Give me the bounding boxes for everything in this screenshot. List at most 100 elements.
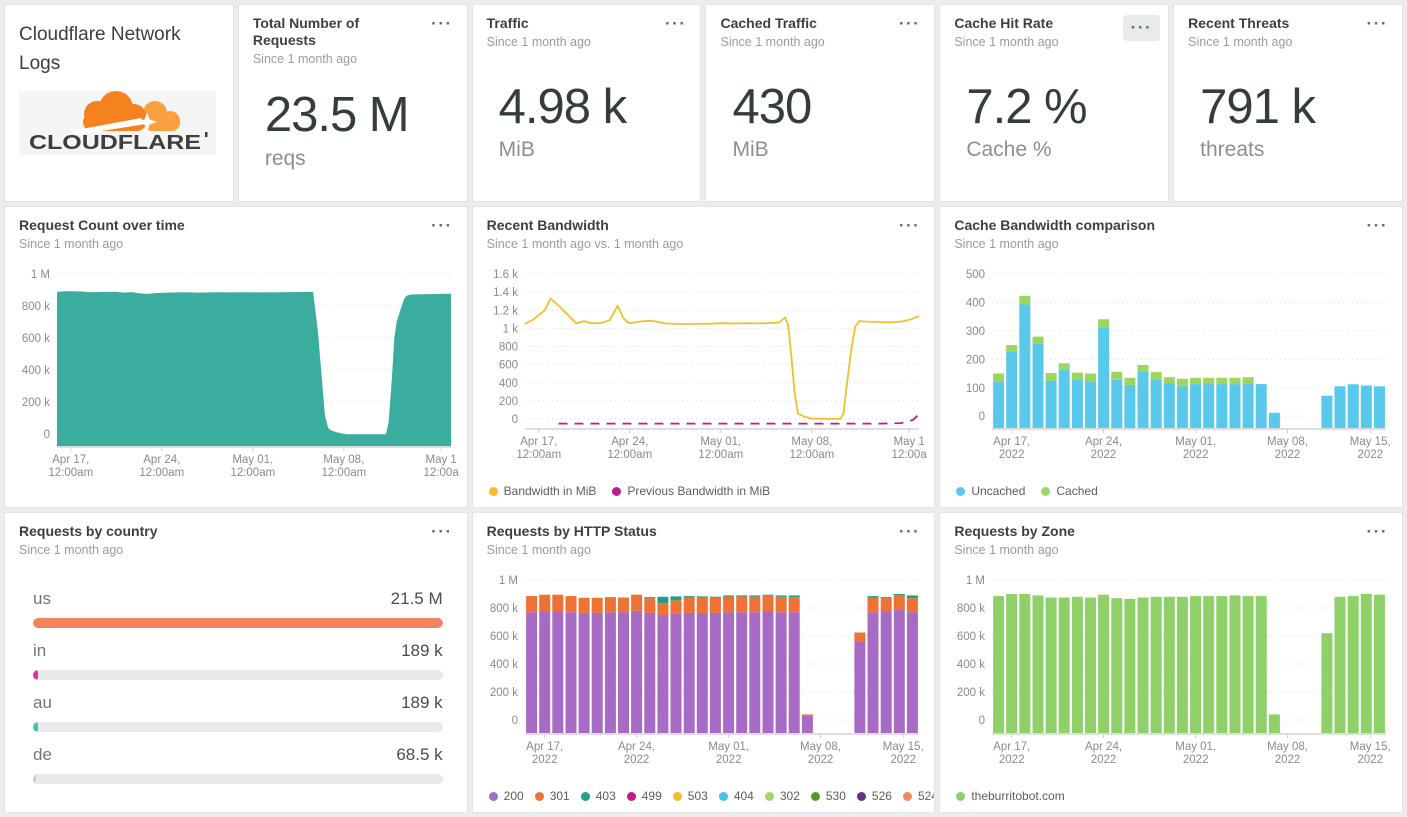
gauge-fill [33, 618, 443, 628]
svg-text:600: 600 [498, 360, 517, 372]
panel-title: Request Count over time [19, 217, 185, 233]
legend-item-Cached[interactable]: Cached [1041, 484, 1098, 498]
cache-bandwidth-chart: 500 400 300 200 100 0 Apr 17, 2022 Apr 24, 2022 Ma… [948, 264, 1394, 463]
legend-item-499[interactable]: 499 [626, 789, 662, 803]
country-code: de [33, 745, 52, 764]
legend-item-200[interactable]: 200 [488, 789, 524, 803]
panel-title: Requests by country [19, 523, 158, 539]
panel-subtitle: Since 1 month ago [954, 542, 1059, 557]
panel-menu-icon[interactable]: ··· [893, 523, 926, 541]
svg-text:600 k: 600 k [957, 631, 985, 643]
legend-label: theburritobot.com [971, 789, 1065, 803]
panel-cache-bandwidth: Cache Bandwidth comparison Since 1 month… [939, 206, 1403, 508]
panel-subtitle: Since 1 month ago [19, 236, 124, 251]
legend-label: 530 [825, 789, 846, 803]
svg-text:Apr 24,2022: Apr 24, 2022 [618, 741, 655, 766]
svg-text:600 k: 600 k [490, 631, 518, 643]
panel-requests-by-http-status: Requests by HTTP Status Since 1 month ag… [471, 512, 936, 813]
panel-menu-icon[interactable]: ··· [659, 15, 692, 33]
svg-text:May 01,2022: May 01, 2022 [708, 741, 749, 766]
svg-text:May 08,2022: May 08, 2022 [800, 741, 841, 766]
panel-cache-hit-rate: Cache Hit Rate Since 1 month ago ··· 7.2… [939, 4, 1170, 202]
panel-cached-traffic: Cached Traffic Since 1 month ago ··· 430… [705, 4, 936, 202]
svg-text:0: 0 [979, 715, 985, 727]
panel-title: Requests by HTTP Status [486, 523, 657, 539]
legend-item-Bandwidth in MiB[interactable]: Bandwidth in MiB [488, 484, 596, 498]
gauge-fill [33, 774, 36, 784]
legend-dot-icon [902, 791, 912, 801]
panel-subtitle: Since 1 month ago [954, 236, 1059, 251]
svg-text:600 k: 600 k [22, 333, 50, 345]
svg-text:400 k: 400 k [22, 365, 50, 377]
country-value: 68.5 k [396, 745, 443, 764]
svg-text:Apr 17,12:00am: Apr 17, 12:00am [48, 454, 93, 479]
bandwidth-legend: Bandwidth in MiB Previous Bandwidth in Mi… [488, 484, 770, 498]
svg-text:400 k: 400 k [490, 659, 518, 671]
legend-item-theburritobot.com[interactable]: theburritobot.com [956, 789, 1065, 803]
cloudflare-wordmark: CLOUDFLARE [29, 132, 201, 154]
legend-dot-icon [810, 791, 820, 801]
legend-label: Previous Bandwidth in MiB [627, 484, 771, 498]
svg-text:Apr 24,12:00am: Apr 24, 12:00am [139, 454, 184, 479]
legend-item-526[interactable]: 526 [856, 789, 892, 803]
panel-menu-icon[interactable]: ··· [425, 15, 458, 33]
zone-chart: 1 M 800 k 600 k 400 k 200 k 0 Apr 17, 2022 Apr 2… [948, 570, 1394, 768]
svg-text:May 15,2022: May 15, 2022 [1350, 436, 1391, 461]
panel-menu-icon[interactable]: ··· [425, 523, 458, 541]
cloudflare-logo-image: CLOUDFLARE [19, 91, 216, 155]
legend-item-302[interactable]: 302 [764, 789, 800, 803]
panel-menu-icon[interactable]: ··· [1361, 15, 1394, 33]
svg-text:0: 0 [511, 414, 517, 426]
svg-text:Apr 17,12:00am: Apr 17, 12:00am [516, 436, 561, 461]
legend-label: 403 [595, 789, 616, 803]
panel-subtitle: Since 1 month ago [252, 51, 358, 66]
legend-item-530[interactable]: 530 [810, 789, 846, 803]
svg-text:0: 0 [979, 411, 985, 423]
legend-item-524[interactable]: 524 [902, 789, 934, 803]
panel-dashboard-header: Cloudflare Network Logs CLOUDFLARE [4, 4, 234, 202]
svg-text:Apr 17,2022: Apr 17, 2022 [526, 741, 563, 766]
panel-menu-icon[interactable]: ··· [1361, 523, 1394, 541]
panel-menu-icon[interactable]: ··· [1361, 217, 1394, 235]
legend-item-301[interactable]: 301 [534, 789, 570, 803]
svg-text:May 08,2022: May 08, 2022 [1267, 741, 1308, 766]
panel-subtitle: Since 1 month ago vs. 1 month ago [486, 236, 684, 251]
panel-subtitle: Since 1 month ago [720, 34, 825, 49]
svg-text:400: 400 [966, 297, 985, 309]
legend-item-Uncached[interactable]: Uncached [956, 484, 1025, 498]
legend-label: 404 [733, 789, 754, 803]
panel-subtitle: Since 1 month ago [486, 34, 591, 49]
panel-menu-icon[interactable]: ··· [893, 15, 926, 33]
panel-menu-icon[interactable]: ··· [425, 217, 458, 235]
stat-value: 791 k [1200, 79, 1316, 134]
stat-unit: Cache % [966, 138, 1052, 162]
legend-label: 301 [549, 789, 570, 803]
gauge-track [33, 670, 443, 680]
panel-menu-icon[interactable]: ··· [893, 217, 926, 235]
svg-text:1 M: 1 M [498, 575, 517, 587]
svg-text:Apr 24,2022: Apr 24, 2022 [1085, 741, 1122, 766]
country-code: in [33, 641, 47, 660]
legend-item-404[interactable]: 404 [718, 789, 754, 803]
legend-item-Previous Bandwidth in MiB[interactable]: Previous Bandwidth in MiB [612, 484, 770, 498]
svg-text:0: 0 [511, 715, 517, 727]
stat-value: 23.5 M [264, 88, 410, 143]
stat-value: 4.98 k [498, 79, 627, 134]
http_status-svg: 1 M 800 k 600 k 400 k 200 k 0 Apr 17, 2022 Apr 2… [490, 575, 924, 766]
panel-requests-by-zone: Requests by Zone Since 1 month ago ··· 1… [939, 512, 1403, 813]
dashboard-title: Cloudflare Network Logs [19, 24, 181, 74]
legend-label: 200 [503, 789, 524, 803]
legend-item-503[interactable]: 503 [672, 789, 708, 803]
svg-text:500: 500 [966, 269, 985, 281]
country-code: au [33, 693, 52, 712]
panel-menu-icon[interactable]: ··· [1122, 15, 1161, 41]
gauge-track [33, 774, 443, 784]
svg-text:200: 200 [966, 354, 985, 366]
svg-text:400: 400 [498, 378, 517, 390]
stat-unit: MiB [498, 138, 535, 162]
legend-item-403[interactable]: 403 [580, 789, 616, 803]
legend-dot-icon [956, 486, 966, 496]
legend-dot-icon [956, 791, 966, 801]
svg-text:May 08,12:00am: May 08, 12:00am [789, 436, 834, 461]
